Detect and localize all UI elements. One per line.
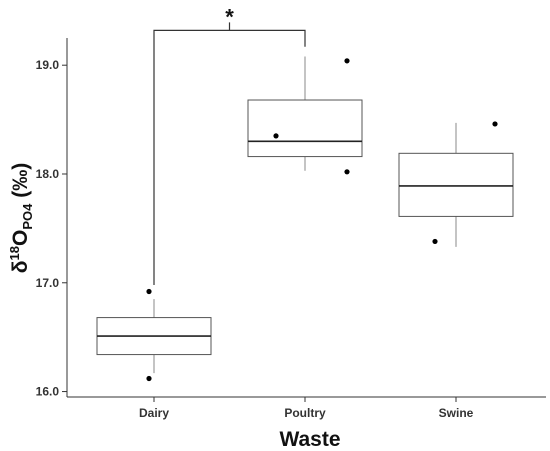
- axes: [66, 38, 546, 398]
- box-plots: [96, 56, 514, 374]
- significance-bracket: *: [153, 4, 306, 285]
- poultry-point: [344, 58, 350, 64]
- significance-line: [153, 29, 306, 285]
- y-axis-title: δ18OPO4 (‰): [7, 163, 35, 273]
- significance-star: *: [225, 4, 234, 29]
- swine-point: [492, 121, 498, 127]
- y-title-sup: 18: [7, 246, 22, 260]
- y-tick-label: 17.0: [36, 276, 60, 290]
- y-title-unit: (‰): [9, 163, 32, 204]
- y-ticks: 16.0 17.0 18.0 19.0: [36, 58, 67, 399]
- swine-box: [398, 152, 514, 217]
- x-tick-label: Swine: [439, 406, 474, 420]
- x-tick-label: Poultry: [284, 406, 326, 420]
- dairy-point: [146, 288, 152, 295]
- y-title-base: δ: [9, 260, 32, 273]
- y-tick-label: 19.0: [36, 58, 60, 72]
- dairy-point: [146, 375, 152, 382]
- poultry-box: [247, 99, 363, 158]
- x-ticks: Dairy Poultry Swine: [139, 397, 474, 420]
- y-tick-label: 16.0: [36, 385, 60, 399]
- y-tick-label: 18.0: [36, 167, 60, 181]
- y-title-sub: PO4: [20, 203, 35, 230]
- data-points: [146, 58, 498, 382]
- x-axis-title: Waste: [279, 428, 340, 451]
- x-tick-label: Dairy: [139, 406, 169, 420]
- swine-point: [432, 238, 438, 245]
- y-title-main: O: [9, 230, 32, 246]
- poultry-point: [344, 169, 350, 175]
- poultry-point: [273, 133, 279, 139]
